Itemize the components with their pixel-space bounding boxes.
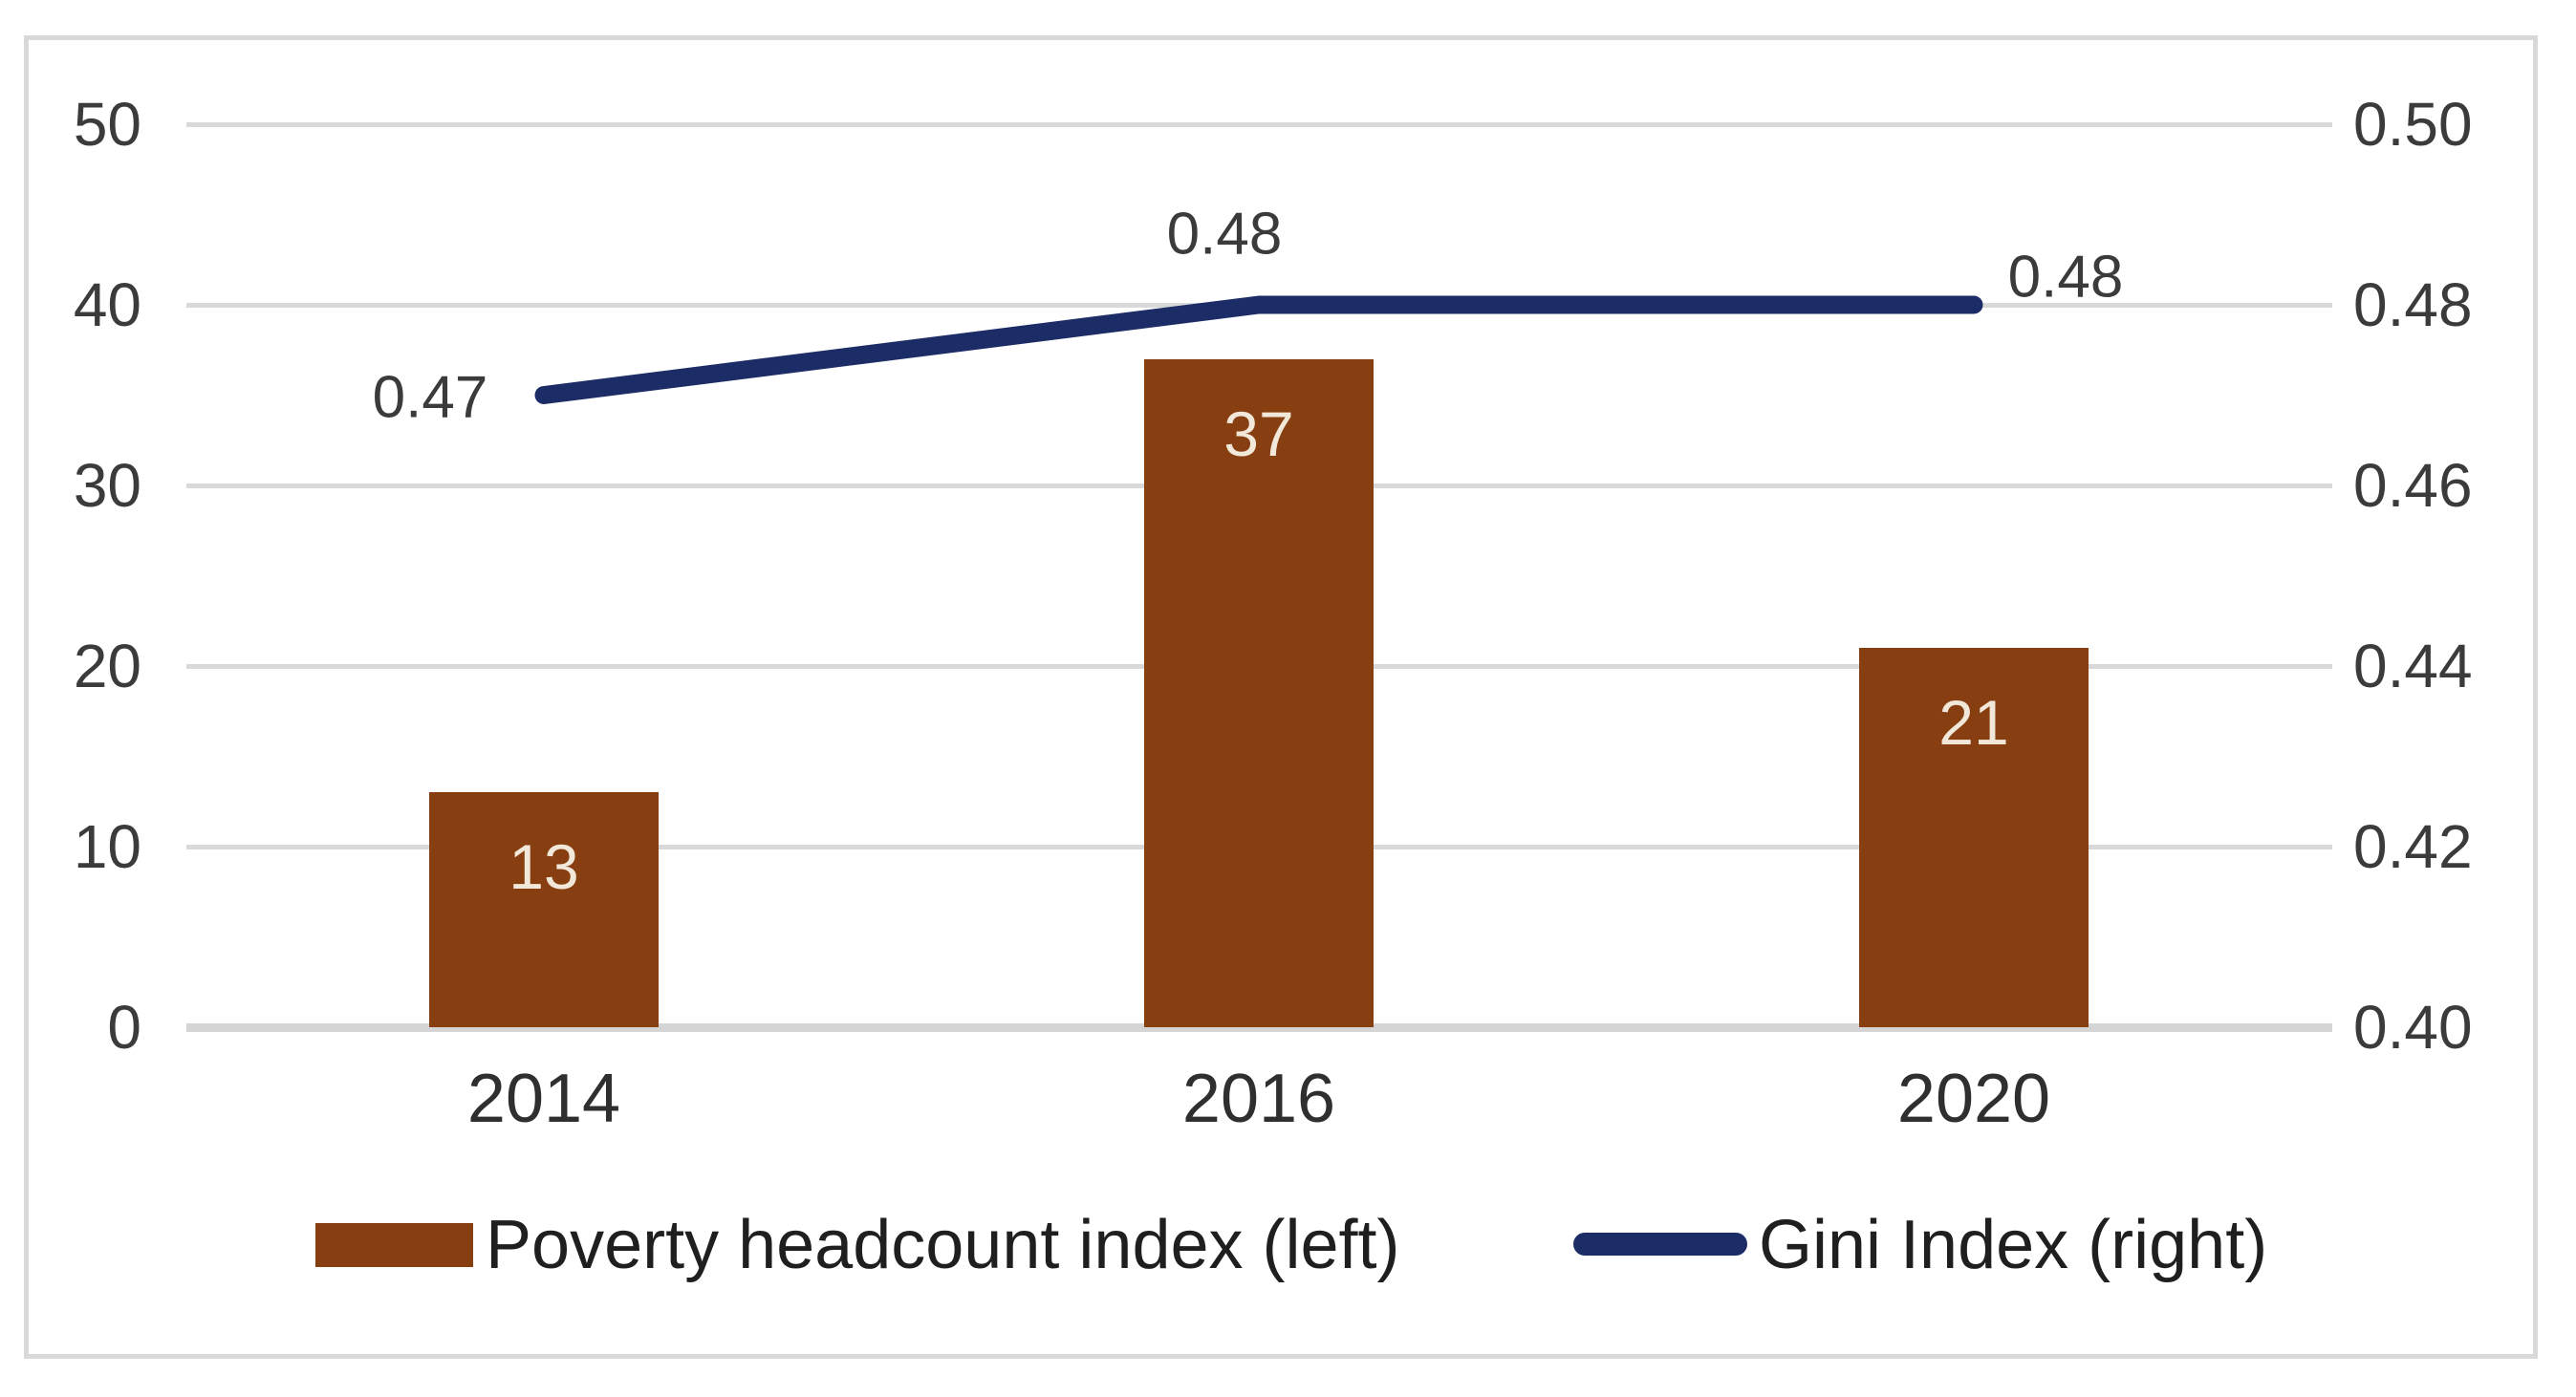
legend-label-poverty: Poverty headcount index (left): [486, 1207, 1400, 1283]
bar-value-label: 13: [509, 831, 579, 903]
right-axis-tick-label: 0.40: [2353, 993, 2473, 1062]
left-axis-tick-label: 20: [73, 632, 141, 700]
legend-poverty-swatch-icon: [315, 1223, 473, 1267]
right-axis-tick-label: 0.42: [2353, 812, 2473, 881]
x-axis-line: [186, 1023, 2332, 1032]
right-axis-tick-label: 0.50: [2353, 90, 2473, 159]
bar-value-label: 21: [1938, 687, 2009, 759]
left-axis-tick-label: 0: [107, 993, 141, 1062]
right-axis-tick-label: 0.46: [2353, 451, 2473, 520]
bar-2020: [1859, 648, 2089, 1027]
bar-2016: [1144, 358, 1374, 1027]
line-point-label: 0.48: [2007, 244, 2124, 311]
line-point-label: 0.48: [1166, 201, 1283, 268]
legend-label-gini: Gini Index (right): [1759, 1207, 2268, 1283]
line-point-label: 0.47: [372, 364, 488, 430]
left-axis-tick-label: 30: [73, 451, 141, 520]
left-axis-tick-label: 50: [73, 90, 141, 159]
right-axis-tick-label: 0.44: [2353, 632, 2473, 700]
left-axis-tick-label: 10: [73, 812, 141, 881]
right-axis-tick-label: 0.48: [2353, 270, 2473, 339]
x-axis-label-2016: 2016: [1181, 1061, 1336, 1137]
left-axis-tick-label: 40: [73, 270, 141, 339]
x-axis-label-2014: 2014: [466, 1061, 621, 1137]
x-axis-label-2020: 2020: [1896, 1061, 2051, 1137]
legend-gini-line-icon: [1573, 1233, 1747, 1256]
bar-2014: [429, 792, 659, 1027]
gridline: [186, 122, 2332, 127]
bar-value-label: 37: [1223, 398, 1294, 469]
